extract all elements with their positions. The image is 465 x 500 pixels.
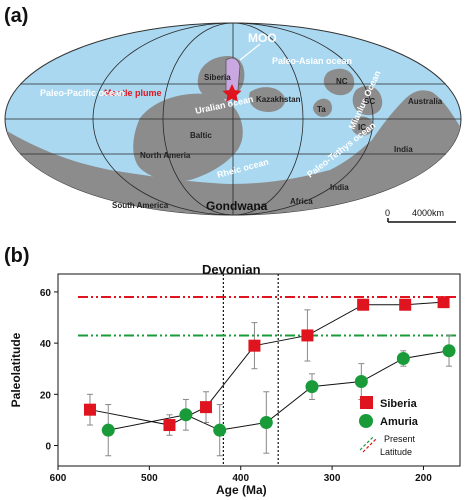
point-amuria-5 [355,375,368,388]
land-label-ta: Ta [317,105,326,114]
land-label-gondwana: Gondwana [206,199,268,213]
land-label-sc: SC [364,97,375,106]
x-axis-title: Age (Ma) [216,483,267,497]
y-tick-label-2: 40 [40,339,52,350]
land-label-india-south: India [330,183,349,192]
world-map: MOO Mantle plume Paleo-Pacific ocean Pal… [5,23,461,220]
point-siberia-0 [84,404,96,416]
y-tick-label-1: 20 [40,390,52,401]
point-siberia-4 [301,329,313,341]
scale-zero: 0 [385,208,390,218]
land-label-india-east: India [394,145,413,154]
land-label-south-america: South America [112,201,169,210]
point-siberia-2 [200,401,212,413]
point-amuria-7 [443,344,456,357]
moo-label: MOO [248,31,277,45]
scale-bar: 0 4000km [385,208,456,222]
land-label-north-ameria: North Ameria [140,151,191,160]
point-siberia-7 [438,296,450,308]
point-siberia-1 [163,419,175,431]
land-label-siberia: Siberia [204,73,231,82]
y-tick-label-3: 60 [40,288,52,299]
land-label-australia: Australia [408,97,443,106]
point-amuria-0 [102,424,115,437]
land-label-africa: Africa [290,197,313,206]
point-amuria-2 [213,424,226,437]
x-tick-label-2: 400 [232,473,249,484]
legend-latitude-label: Latitude [380,447,412,457]
x-tick-label-0: 600 [50,473,67,484]
ocean-label-paleo-asian: Paleo-Asian ocean [272,56,352,66]
point-siberia-3 [248,340,260,352]
land-label-kazakhstan: Kazakhstan [256,95,301,104]
point-amuria-1 [179,408,192,421]
point-siberia-6 [399,299,411,311]
legend-siberia-marker [360,396,373,409]
ocean-label-paleo-pacific: Paleo-Pacific ocean [40,88,125,98]
x-tick-label-3: 300 [324,473,341,484]
point-siberia-5 [357,299,369,311]
panel-a-label: (a) [4,5,28,27]
x-tick-label-4: 200 [415,473,432,484]
scale-distance: 4000km [412,208,444,218]
paleolatitude-chart: Devonian Age (Ma) Paleolatitude 600 500 40… [9,262,460,497]
legend-amuria-label: Amuria [380,416,419,428]
legend: Siberia Amuria Present Latitude [359,396,419,457]
legend-present-label: Present [384,434,416,444]
panel-b-label: (b) [4,245,30,267]
point-amuria-4 [305,380,318,393]
y-tick-label-0: 0 [45,442,51,453]
legend-siberia-label: Siberia [380,398,418,410]
land-label-baltic: Baltic [190,131,212,140]
land-label-ic: IC [358,123,366,132]
y-axis-title: Paleolatitude [9,332,23,407]
point-amuria-6 [397,352,410,365]
legend-amuria-marker [359,414,373,428]
devonian-label: Devonian [202,262,261,277]
x-tick-label-1: 500 [141,473,158,484]
land-label-nc: NC [336,77,348,86]
point-amuria-3 [260,416,273,429]
